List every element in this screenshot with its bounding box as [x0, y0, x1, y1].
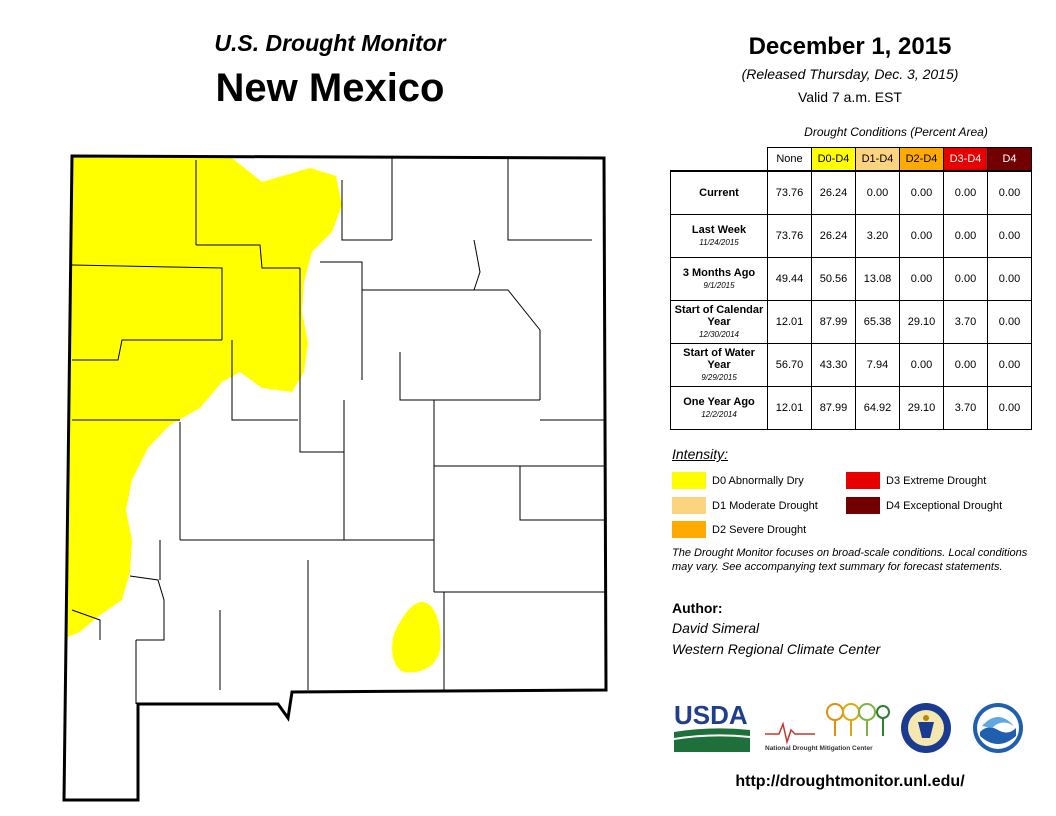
legend-item-d0: D0 Abnormally Dry: [672, 472, 804, 489]
column-header-d3-d4: D3-D4: [943, 147, 988, 172]
row-date: 11/24/2015: [699, 238, 739, 247]
ndmc-logo: National Drought Mitigation Center: [765, 703, 890, 752]
table-cell: 0.00: [899, 214, 944, 258]
legend-label: D2 Severe Drought: [712, 523, 807, 536]
row-date: 12/30/2014: [698, 330, 740, 339]
column-header-d0-d4: D0-D4: [811, 147, 856, 172]
county-boundaries: [71, 158, 606, 704]
table-cell: 3.20: [855, 214, 900, 258]
author-name: David Simeral: [672, 620, 760, 636]
legend-item-d2: D2 Severe Drought: [672, 521, 806, 538]
table-cell: 12.01: [767, 300, 812, 344]
row-label: One Year Ago 12/2/2014: [670, 386, 768, 430]
table-cell: 0.00: [987, 170, 1032, 215]
table-cell: 73.76: [767, 214, 812, 258]
table-cell: 43.30: [811, 343, 856, 387]
legend-swatch: [672, 497, 706, 514]
table-cell: 64.92: [855, 386, 900, 430]
release-date: (Released Thursday, Dec. 3, 2015): [741, 66, 959, 82]
table-cell: 50.56: [811, 257, 856, 301]
d0-region-west: [64, 156, 342, 640]
table-cell: 26.24: [811, 214, 856, 258]
table-row: Start of Calendar Year 12/30/2014 12.01 8…: [670, 300, 1032, 344]
table-caption: Drought Conditions (Percent Area): [804, 125, 988, 139]
table-row: Last Week 11/24/2015 73.76 26.24 3.20 0.0…: [670, 214, 1032, 258]
legend-swatch: [672, 472, 706, 489]
monitor-title: U.S. Drought Monitor: [214, 30, 446, 56]
table-cell: 0.00: [987, 300, 1032, 344]
table-cell: 0.00: [943, 343, 988, 387]
legend-label: D4 Exceptional Drought: [886, 499, 1003, 512]
disclaimer-text: The Drought Monitor focuses on broad-sca…: [672, 547, 1028, 573]
row-label: Start of Water Year 9/29/2015: [670, 343, 768, 387]
table-cell: 7.94: [855, 343, 900, 387]
column-header-d4: D4: [987, 147, 1032, 172]
new-mexico-map: [62, 154, 608, 802]
noaa-logo-icon: [973, 703, 1023, 753]
table-cell: 0.00: [987, 386, 1032, 430]
row-date: 9/1/2015: [703, 281, 735, 290]
commerce-seal-icon: [901, 703, 951, 753]
table-cell: 0.00: [943, 170, 988, 215]
legend-item-d4: D4 Exceptional Drought: [846, 497, 1002, 514]
legend-label: D1 Moderate Drought: [712, 499, 818, 512]
table-cell: 0.00: [987, 343, 1032, 387]
table-cell: 26.24: [811, 170, 856, 215]
table-cell: 3.70: [943, 386, 988, 430]
legend-title: Intensity:: [672, 446, 729, 462]
column-header-none: None: [767, 147, 812, 172]
table-cell: 0.00: [899, 170, 944, 215]
legend-swatch: [846, 472, 880, 489]
author-label: Author:: [672, 600, 723, 616]
legend-label: D0 Abnormally Dry: [712, 474, 804, 487]
legend-item-d1: D1 Moderate Drought: [672, 497, 818, 514]
drought-conditions-table: None D0-D4 D1-D4 D2-D4 D3-D4 D4 Current …: [670, 147, 1032, 430]
ndmc-logo-text: National Drought Mitigation Center: [765, 745, 873, 752]
table-cell: 65.38: [855, 300, 900, 344]
table-cell: 29.10: [899, 386, 944, 430]
column-header-d2-d4: D2-D4: [899, 147, 944, 172]
table-cell: 0.00: [899, 343, 944, 387]
table-cell: 0.00: [943, 214, 988, 258]
table-cell: 49.44: [767, 257, 812, 301]
table-cell: 0.00: [987, 214, 1032, 258]
usda-logo: USDA: [674, 700, 750, 752]
row-label: Start of Calendar Year 12/30/2014: [670, 300, 768, 344]
table-cell: 0.00: [855, 170, 900, 215]
table-cell: 56.70: [767, 343, 812, 387]
usda-logo-text: USDA: [674, 700, 748, 730]
d0-region-southeast: [392, 601, 441, 673]
table-row: One Year Ago 12/2/2014 12.01 87.99 64.92 …: [670, 386, 1032, 430]
row-date: 9/29/2015: [701, 373, 737, 382]
legend-item-d3: D3 Extreme Drought: [846, 472, 986, 489]
state-title: New Mexico: [215, 66, 445, 110]
table-cell: 3.70: [943, 300, 988, 344]
website-url: http://droughtmonitor.unl.edu/: [735, 773, 965, 790]
valid-time: Valid 7 a.m. EST: [797, 89, 902, 105]
table-cell: 0.00: [899, 257, 944, 301]
row-label: Last Week 11/24/2015: [670, 214, 768, 258]
table-row: Start of Water Year 9/29/2015 56.70 43.30…: [670, 343, 1032, 387]
table-row: Current 73.76 26.24 0.00 0.00 0.00 0.00: [670, 170, 1032, 215]
map-date: December 1, 2015: [748, 33, 952, 60]
table-cell: 29.10: [899, 300, 944, 344]
table-cell: 12.01: [767, 386, 812, 430]
table-cell: 0.00: [943, 257, 988, 301]
row-label: Current: [670, 170, 768, 215]
legend-swatch: [672, 521, 706, 538]
author-organization: Western Regional Climate Center: [672, 641, 881, 657]
table-cell: 13.08: [855, 257, 900, 301]
state-outline: [62, 154, 608, 802]
column-header-d1-d4: D1-D4: [855, 147, 900, 172]
legend-swatch: [846, 497, 880, 514]
table-cell: 73.76: [767, 170, 812, 215]
row-date: 12/2/2014: [701, 410, 737, 419]
table-cell: 0.00: [987, 257, 1032, 301]
row-label: 3 Months Ago 9/1/2015: [670, 257, 768, 301]
table-cell: 87.99: [811, 386, 856, 430]
table-cell: 87.99: [811, 300, 856, 344]
legend-label: D3 Extreme Drought: [886, 474, 987, 487]
table-row: 3 Months Ago 9/1/2015 49.44 50.56 13.08 0…: [670, 257, 1032, 301]
